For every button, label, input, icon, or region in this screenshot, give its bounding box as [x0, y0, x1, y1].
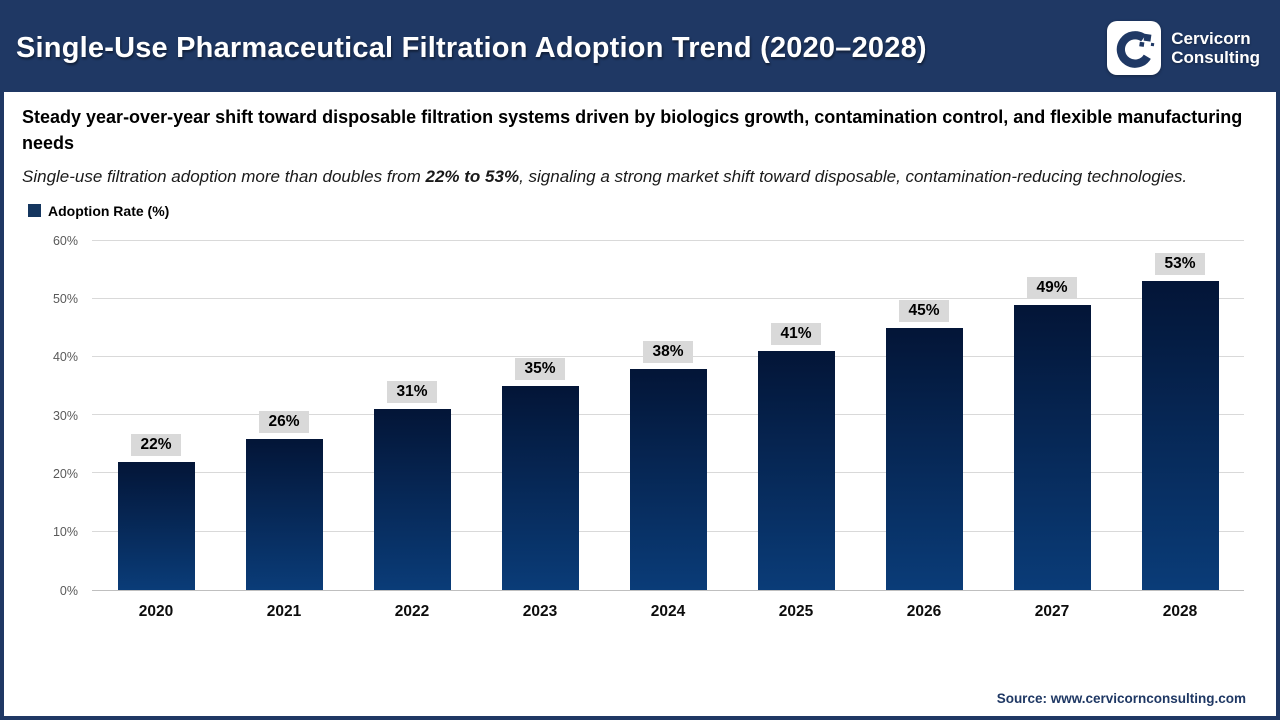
- bar: [1013, 304, 1091, 590]
- bar-column: 22%: [92, 241, 220, 590]
- y-tick-label: 40%: [52, 350, 78, 365]
- bar-value-label: 53%: [1155, 253, 1205, 276]
- bar: [245, 438, 323, 590]
- x-tick-label: 2025: [778, 602, 814, 620]
- bar-column: 38%: [604, 241, 732, 590]
- bar: [757, 351, 835, 590]
- bar-column: 45%: [860, 241, 988, 590]
- y-tick-label: 20%: [52, 467, 78, 482]
- bar-chart: 22% 26% 31% 35% 38% 41% 45% 49% 53% 0% 10% 20% 30% 4…: [22, 234, 1258, 598]
- bar-value-label: 26%: [259, 410, 309, 433]
- x-tick-label: 2028: [1162, 602, 1198, 620]
- bar-series: 22% 26% 31% 35% 38% 41% 45% 49% 53%: [92, 241, 1244, 590]
- y-tick-label: 60%: [52, 233, 78, 248]
- x-tick-label: 2020: [138, 602, 174, 620]
- brand-name: Cervicorn Consulting: [1171, 29, 1260, 67]
- y-tick-label: 0%: [59, 583, 78, 598]
- bar-column: 26%: [220, 241, 348, 590]
- bar-column: 41%: [732, 241, 860, 590]
- bar: [885, 327, 963, 590]
- chart-subtitle: Steady year-over-year shift toward dispo…: [22, 107, 1243, 153]
- bar-value-label: 45%: [899, 299, 949, 322]
- x-tick-label: 2027: [1034, 602, 1070, 620]
- x-tick-label: 2023: [522, 602, 558, 620]
- x-tick-label: 2024: [650, 602, 686, 620]
- bar-value-label: 38%: [643, 340, 693, 363]
- y-tick-label: 50%: [52, 292, 78, 307]
- x-tick-label: 2022: [394, 602, 430, 620]
- c-mark-icon: [1116, 31, 1155, 68]
- content-area: Steady year-over-year shift toward dispo…: [4, 105, 1276, 621]
- chart-description: Single-use filtration adoption more than…: [22, 165, 1257, 190]
- bar-column: 53%: [1116, 241, 1244, 590]
- bar: [373, 409, 451, 590]
- brand-line1: Cervicorn: [1171, 28, 1251, 48]
- bar-column: 31%: [348, 241, 476, 590]
- x-axis-labels: 2020 2021 2022 2023 2024 2025 2026 2027 2028: [92, 603, 1244, 621]
- gridline: [92, 239, 1244, 241]
- plot-area: 22% 26% 31% 35% 38% 41% 45% 49% 53%: [92, 239, 1244, 591]
- header-bar: Single-Use Pharmaceutical Filtration Ado…: [4, 4, 1276, 92]
- bar-value-label: 22%: [131, 433, 181, 456]
- legend-swatch-icon: [28, 204, 41, 218]
- bar-column: 49%: [988, 241, 1116, 590]
- bar: [501, 386, 579, 590]
- x-tick-label: 2021: [266, 602, 302, 620]
- bar-column: 35%: [476, 241, 604, 590]
- x-tick-label: 2026: [906, 602, 942, 620]
- bar-value-label: 41%: [771, 323, 821, 346]
- page-title: Single-Use Pharmaceutical Filtration Ado…: [16, 31, 927, 64]
- bar-value-label: 35%: [515, 358, 565, 381]
- bar: [117, 461, 195, 590]
- chart-legend: Adoption Rate (%): [28, 203, 1258, 219]
- brand-logo: Cervicorn Consulting: [1107, 21, 1260, 75]
- description-post: , signaling a strong market shift toward…: [519, 167, 1188, 187]
- gridline: [92, 297, 1244, 299]
- bar-value-label: 31%: [387, 381, 437, 404]
- source-attribution: Source: www.cervicornconsulting.com: [996, 691, 1246, 706]
- legend-label: Adoption Rate (%): [48, 202, 170, 219]
- brand-line2: Consulting: [1171, 48, 1260, 67]
- y-tick-label: 10%: [52, 525, 78, 540]
- bar-value-label: 49%: [1027, 276, 1077, 299]
- y-tick-label: 30%: [52, 408, 78, 423]
- bar: [1141, 281, 1219, 590]
- bar: [629, 368, 707, 590]
- description-pre: Single-use filtration adoption more than…: [22, 167, 426, 187]
- cervicorn-logo-icon: [1107, 21, 1162, 75]
- description-bold: 22% to 53%: [425, 167, 520, 187]
